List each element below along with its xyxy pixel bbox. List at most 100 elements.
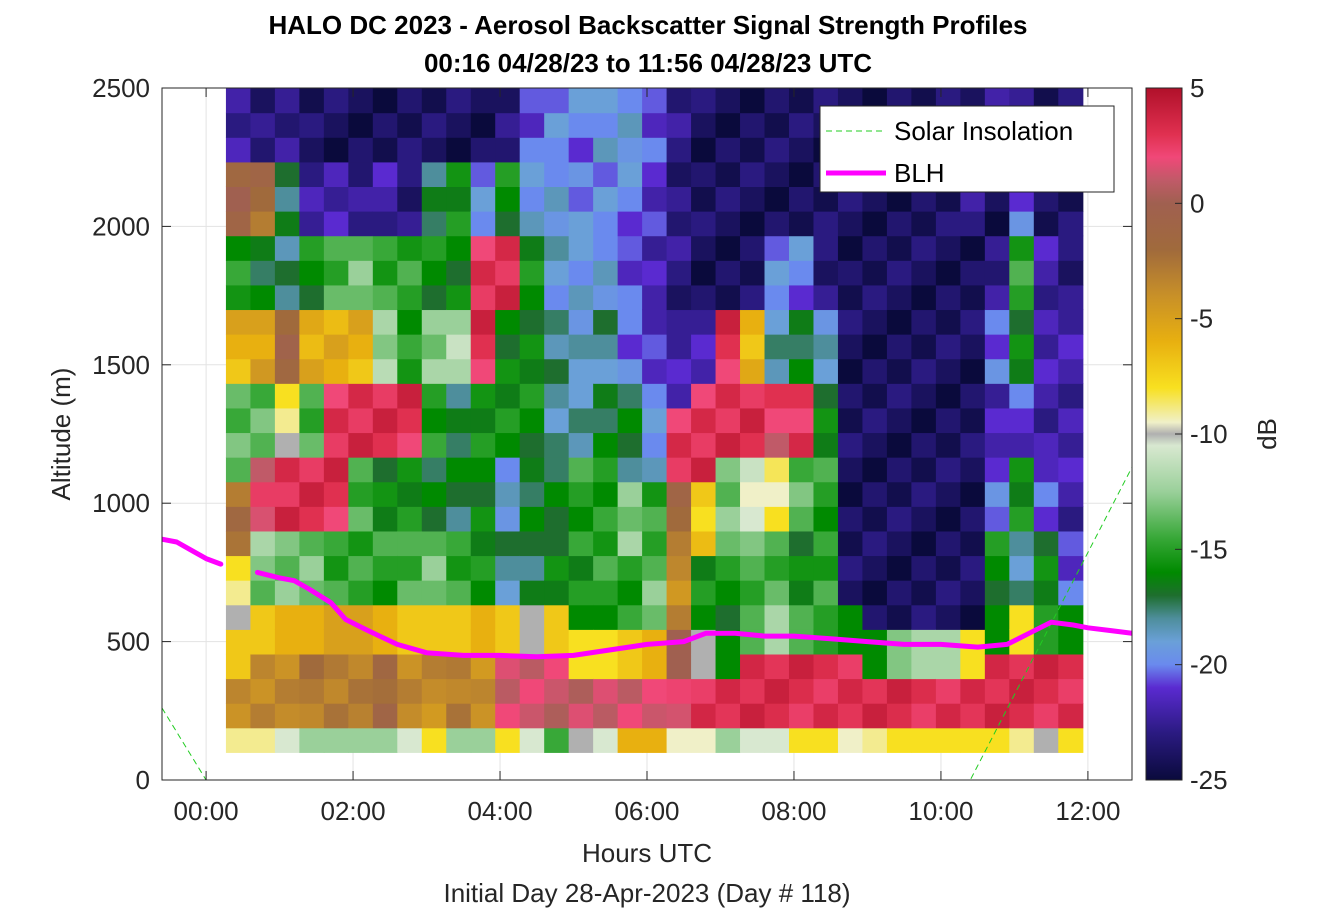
heatmap-cell (593, 481, 619, 507)
heatmap-cell (886, 530, 912, 557)
heatmap-cell (666, 112, 692, 138)
heatmap-cell (642, 407, 668, 434)
colorbar-ticks: 5 0 -5 -10 -15 -20 -25 (1175, 73, 1228, 795)
heatmap-cell (544, 235, 570, 261)
heatmap-cell (372, 88, 398, 114)
heatmap-cell (764, 186, 790, 212)
heatmap-cell (299, 604, 325, 630)
heatmap-cell (886, 678, 912, 704)
heatmap-cell (666, 211, 692, 237)
heatmap-cell (911, 211, 937, 237)
heatmap-cell (274, 530, 300, 557)
heatmap-cell (960, 580, 986, 606)
heatmap-cell (813, 703, 839, 729)
heatmap-cell (299, 88, 325, 114)
heatmap-cell (299, 678, 325, 704)
heatmap-cell (764, 309, 790, 335)
heatmap-cell (788, 88, 815, 114)
heatmap-cell (666, 457, 692, 483)
heatmap-cell (323, 88, 349, 114)
heatmap-cell (666, 555, 692, 581)
heatmap-cell (323, 555, 349, 581)
heatmap-cell (421, 137, 447, 163)
heatmap-cell (568, 260, 594, 286)
heatmap-cell (348, 678, 374, 704)
heatmap-cell (299, 383, 325, 409)
heatmap-cell (495, 88, 521, 114)
heatmap-cell (960, 604, 986, 630)
heatmap-cell (421, 432, 447, 458)
heatmap-cell (544, 432, 570, 458)
heatmap-cell (274, 383, 300, 409)
heatmap-cell (323, 727, 349, 753)
heatmap-cell (886, 260, 912, 286)
heatmap-cell (446, 678, 472, 704)
heatmap-cell (1058, 678, 1084, 704)
heatmap-cell (691, 284, 717, 311)
heatmap-cell (225, 235, 252, 261)
heatmap-cell (372, 260, 398, 286)
heatmap-cell (323, 112, 349, 138)
heatmap-cell (544, 334, 570, 360)
heatmap-cell (984, 506, 1010, 532)
heatmap-cell (1033, 580, 1059, 606)
heatmap-cell (788, 727, 815, 753)
heatmap-cell (372, 211, 398, 237)
heatmap-cell (1033, 235, 1059, 261)
heatmap-cell (715, 309, 741, 335)
heatmap-cell (519, 727, 545, 753)
heatmap-cell (862, 604, 888, 630)
heatmap-cell (372, 358, 398, 384)
heatmap-cell (397, 555, 423, 581)
heatmap-cell (813, 211, 839, 237)
heatmap-cell (348, 727, 374, 753)
heatmap-cell (984, 604, 1010, 630)
heatmap-cell (495, 678, 521, 704)
heatmap-cell (911, 555, 937, 581)
heatmap-cell (397, 506, 423, 532)
heatmap-cell (960, 555, 986, 581)
heatmap-cell (421, 186, 447, 212)
heatmap-cell (372, 334, 398, 360)
heatmap-cell (348, 407, 374, 434)
heatmap-cell (715, 580, 741, 606)
heatmap-cell (617, 678, 643, 704)
heatmap-cell (715, 383, 741, 409)
heatmap-cell (788, 358, 815, 384)
heatmap-cell (691, 432, 717, 458)
heatmap-cell (935, 678, 961, 704)
heatmap-cell (1009, 284, 1035, 311)
heatmap-cell (446, 358, 472, 384)
heatmap-cell (837, 653, 864, 680)
heatmap-cell (935, 457, 961, 483)
heatmap-cell (911, 727, 937, 753)
heatmap-cell (593, 506, 619, 532)
y-tick-label: 1000 (92, 488, 150, 518)
heatmap-cell (1009, 407, 1035, 434)
heatmap-cell (544, 407, 570, 434)
heatmap-cell (764, 703, 790, 729)
heatmap-cell (568, 580, 594, 606)
heatmap-cell (764, 629, 790, 655)
heatmap-cell (1033, 703, 1059, 729)
heatmap-cell (617, 161, 643, 188)
heatmap-cell (642, 580, 668, 606)
heatmap-cell (568, 137, 594, 163)
heatmap-cell (593, 88, 619, 114)
heatmap-cell (421, 260, 447, 286)
heatmap-cell (862, 506, 888, 532)
y-tick-label: 1500 (92, 350, 150, 380)
heatmap-cell (837, 407, 864, 434)
heatmap-cell (274, 481, 300, 507)
heatmap-cell (617, 703, 643, 729)
heatmap-cell (397, 407, 423, 434)
heatmap-cell (691, 407, 717, 434)
heatmap-cell (593, 555, 619, 581)
heatmap-cell (372, 604, 398, 630)
heatmap-cell (1009, 211, 1035, 237)
heatmap-cell (519, 530, 545, 557)
heatmap-cell (421, 530, 447, 557)
heatmap-cell (1033, 334, 1059, 360)
heatmap-cell (495, 358, 521, 384)
heatmap-cell (1033, 530, 1059, 557)
